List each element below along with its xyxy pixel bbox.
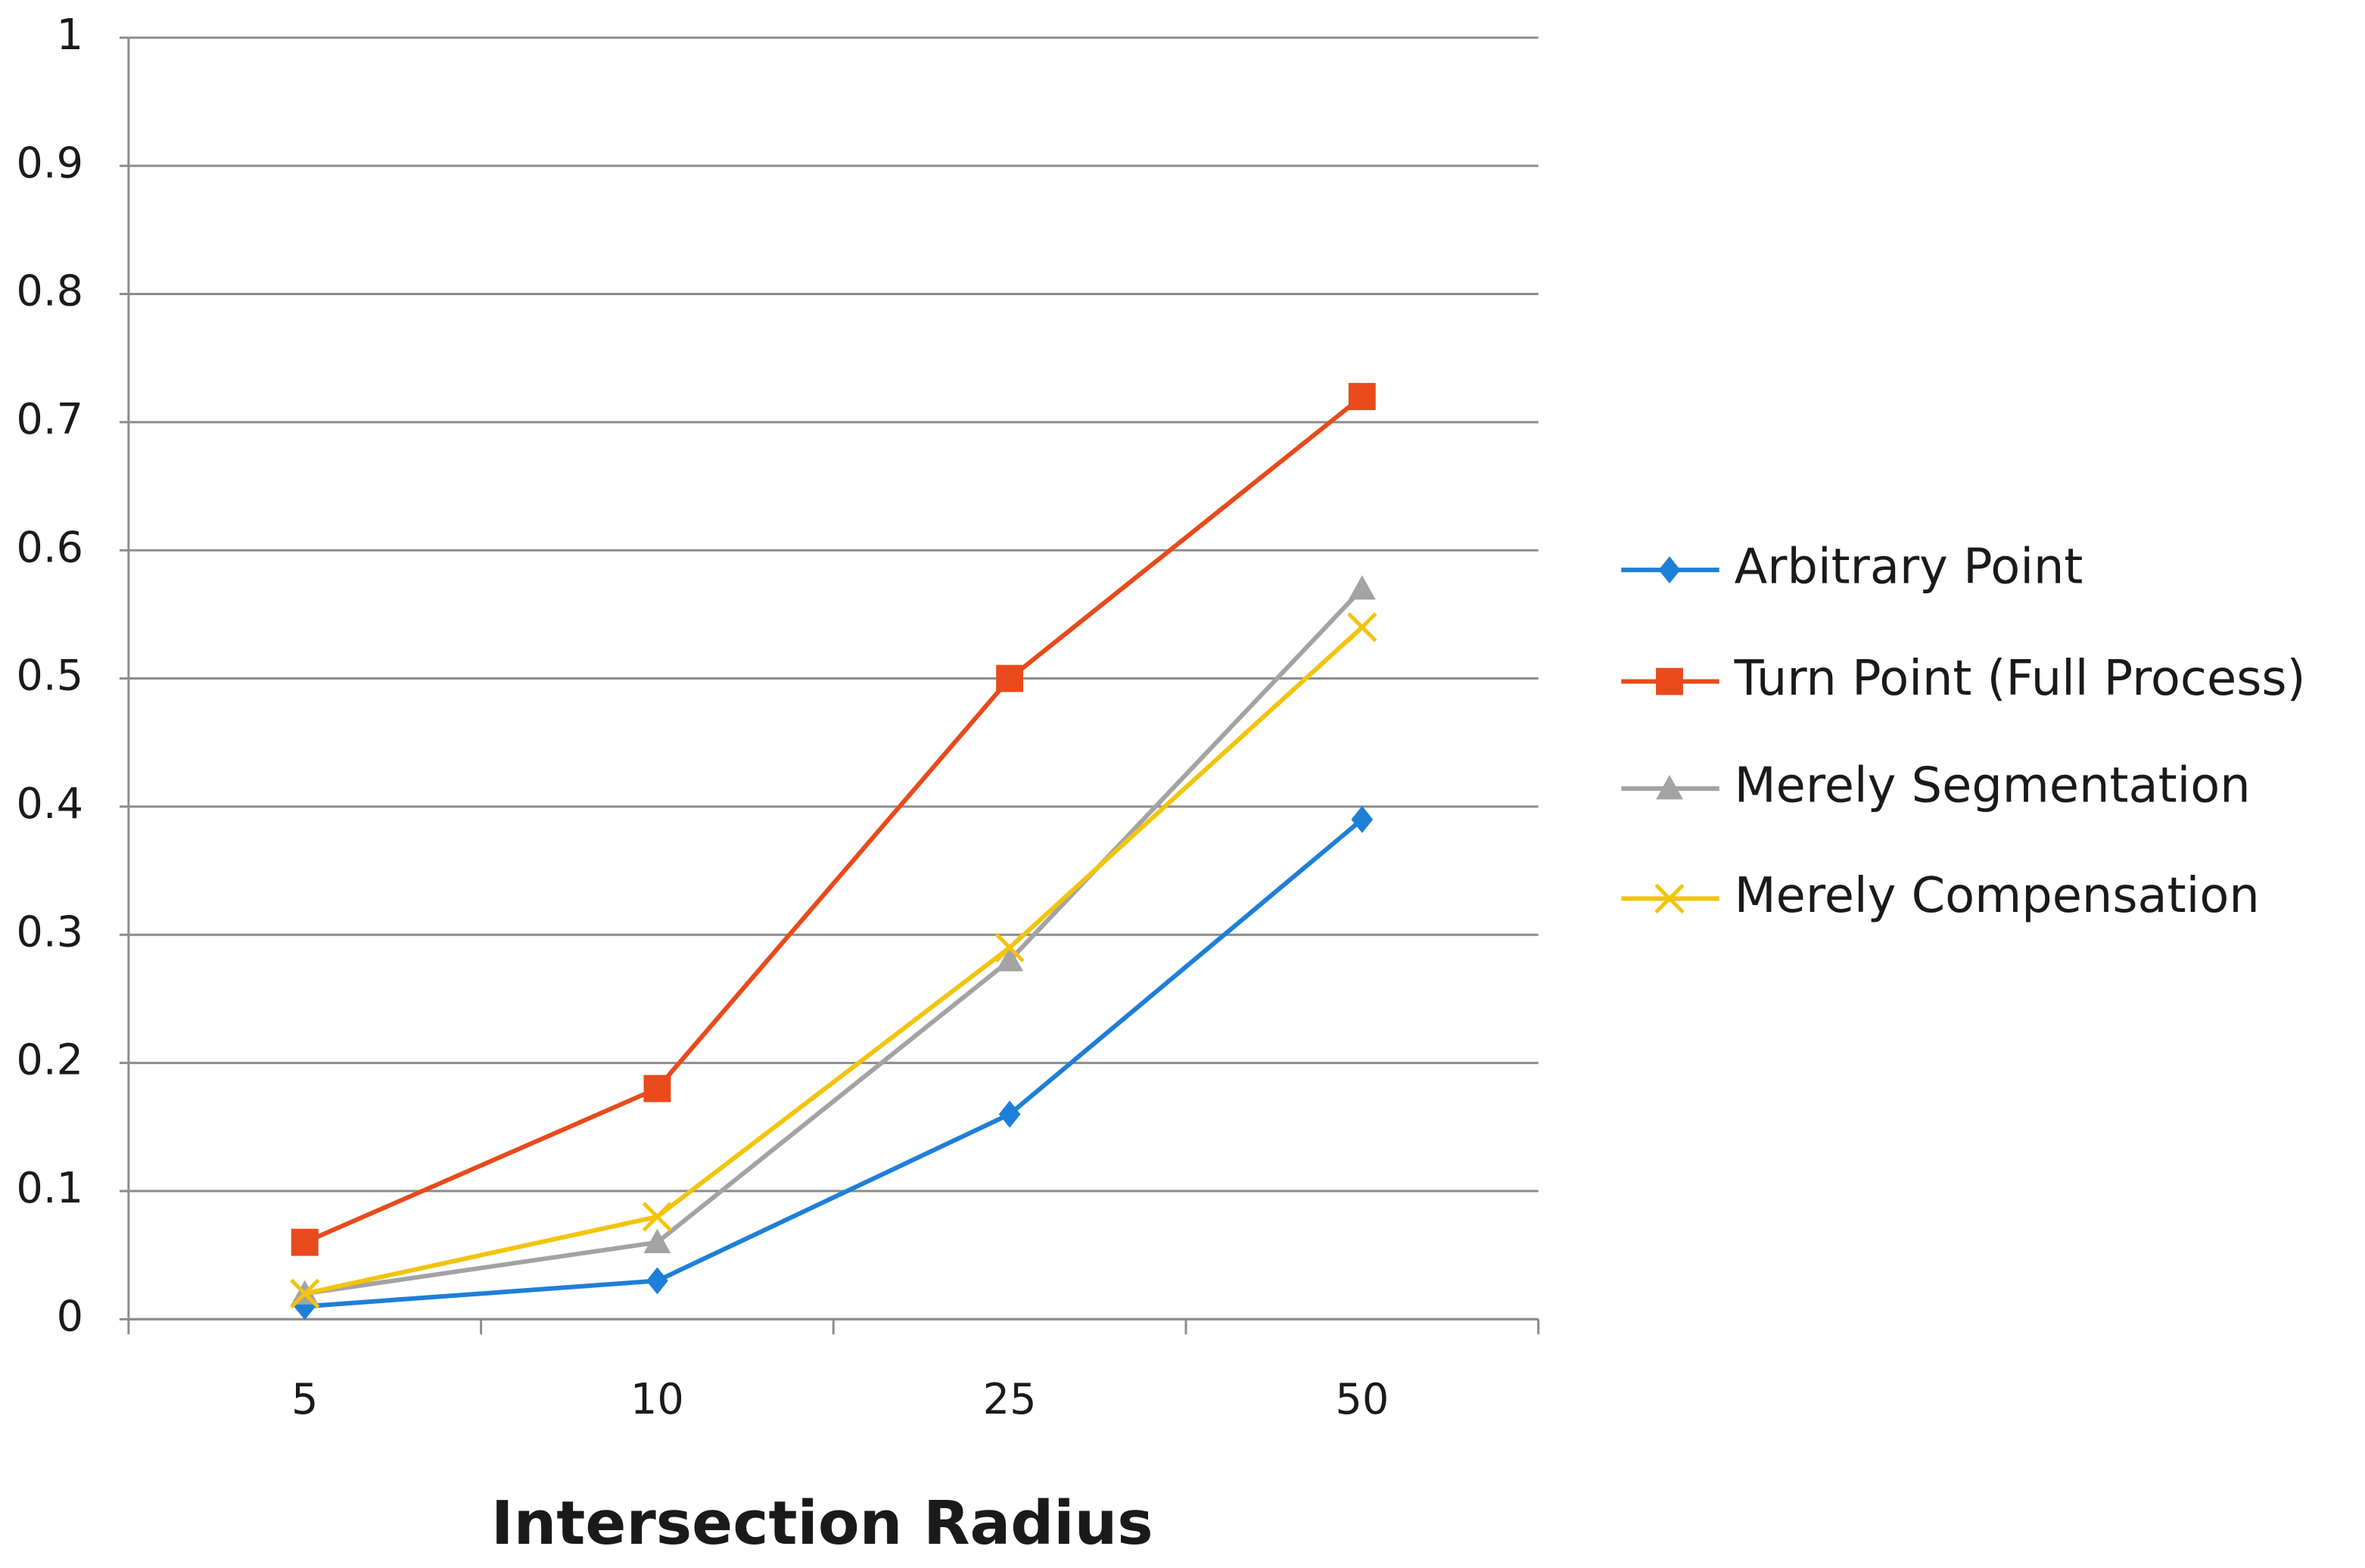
- marker-triangle: [1656, 775, 1683, 800]
- series-line: [304, 625, 1364, 1296]
- marker-diamond: [1658, 556, 1681, 584]
- y-tick-label: 0.9: [16, 138, 83, 188]
- marker-square: [643, 1075, 671, 1103]
- x-tick-label: 50: [1335, 1375, 1389, 1424]
- marker-x: [290, 1278, 320, 1309]
- legend-label: Arbitrary Point: [1735, 540, 2083, 596]
- marker-x: [642, 1202, 673, 1232]
- marker-triangle: [996, 947, 1024, 972]
- series-line: [304, 817, 1364, 1309]
- y-tick-label: 1: [57, 11, 83, 60]
- series-line: [304, 586, 1365, 1296]
- marker-diamond: [998, 1100, 1021, 1128]
- y-tick-label: 0.2: [16, 1036, 83, 1085]
- y-tick-label: 0.4: [16, 779, 83, 829]
- marker-x: [1347, 612, 1377, 642]
- series-line: [303, 394, 1364, 1245]
- marker-square: [996, 664, 1024, 692]
- y-tick-label: 0: [57, 1292, 83, 1341]
- y-tick-label: 0.5: [16, 652, 83, 701]
- legend-label: Merely Compensation: [1735, 868, 2260, 924]
- marker-diamond: [646, 1267, 668, 1295]
- marker-triangle: [643, 1228, 671, 1254]
- x-tick-label: 10: [630, 1375, 684, 1424]
- legend-label: Merely Segmentation: [1735, 758, 2251, 814]
- y-tick-label: 0.8: [16, 267, 83, 316]
- marker-x: [1654, 883, 1685, 914]
- y-tick-label: 0.7: [16, 395, 83, 444]
- marker-diamond: [1351, 805, 1374, 833]
- marker-square: [1348, 383, 1376, 410]
- x-axis-title: Intersection Radius: [491, 1488, 1153, 1558]
- x-tick-label: 5: [291, 1375, 318, 1424]
- legend-label: Turn Point (Full Process): [1734, 651, 2306, 707]
- marker-x: [994, 932, 1025, 963]
- marker-triangle: [1348, 575, 1376, 600]
- y-tick-label: 0.3: [16, 907, 83, 957]
- y-tick-label: 0.1: [16, 1164, 83, 1213]
- x-tick-label: 25: [983, 1375, 1037, 1424]
- marker-square: [1656, 667, 1683, 695]
- y-tick-label: 0.6: [16, 523, 83, 572]
- marker-square: [291, 1228, 319, 1256]
